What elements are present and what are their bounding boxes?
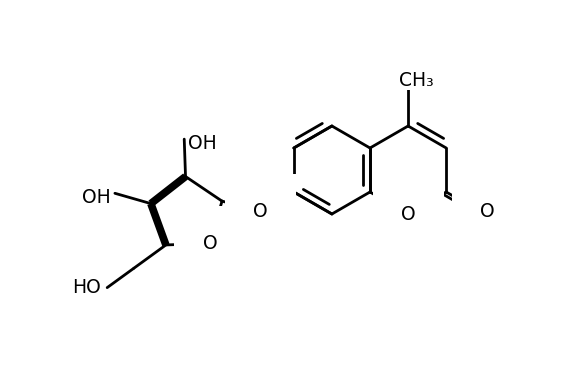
- Text: O: O: [203, 234, 217, 253]
- Text: OH: OH: [82, 188, 111, 207]
- Text: HO: HO: [73, 278, 101, 297]
- Text: CH₃: CH₃: [399, 71, 433, 90]
- Text: O: O: [401, 204, 416, 223]
- Text: O: O: [253, 202, 268, 221]
- Text: O: O: [480, 202, 495, 221]
- Text: OH: OH: [188, 134, 217, 152]
